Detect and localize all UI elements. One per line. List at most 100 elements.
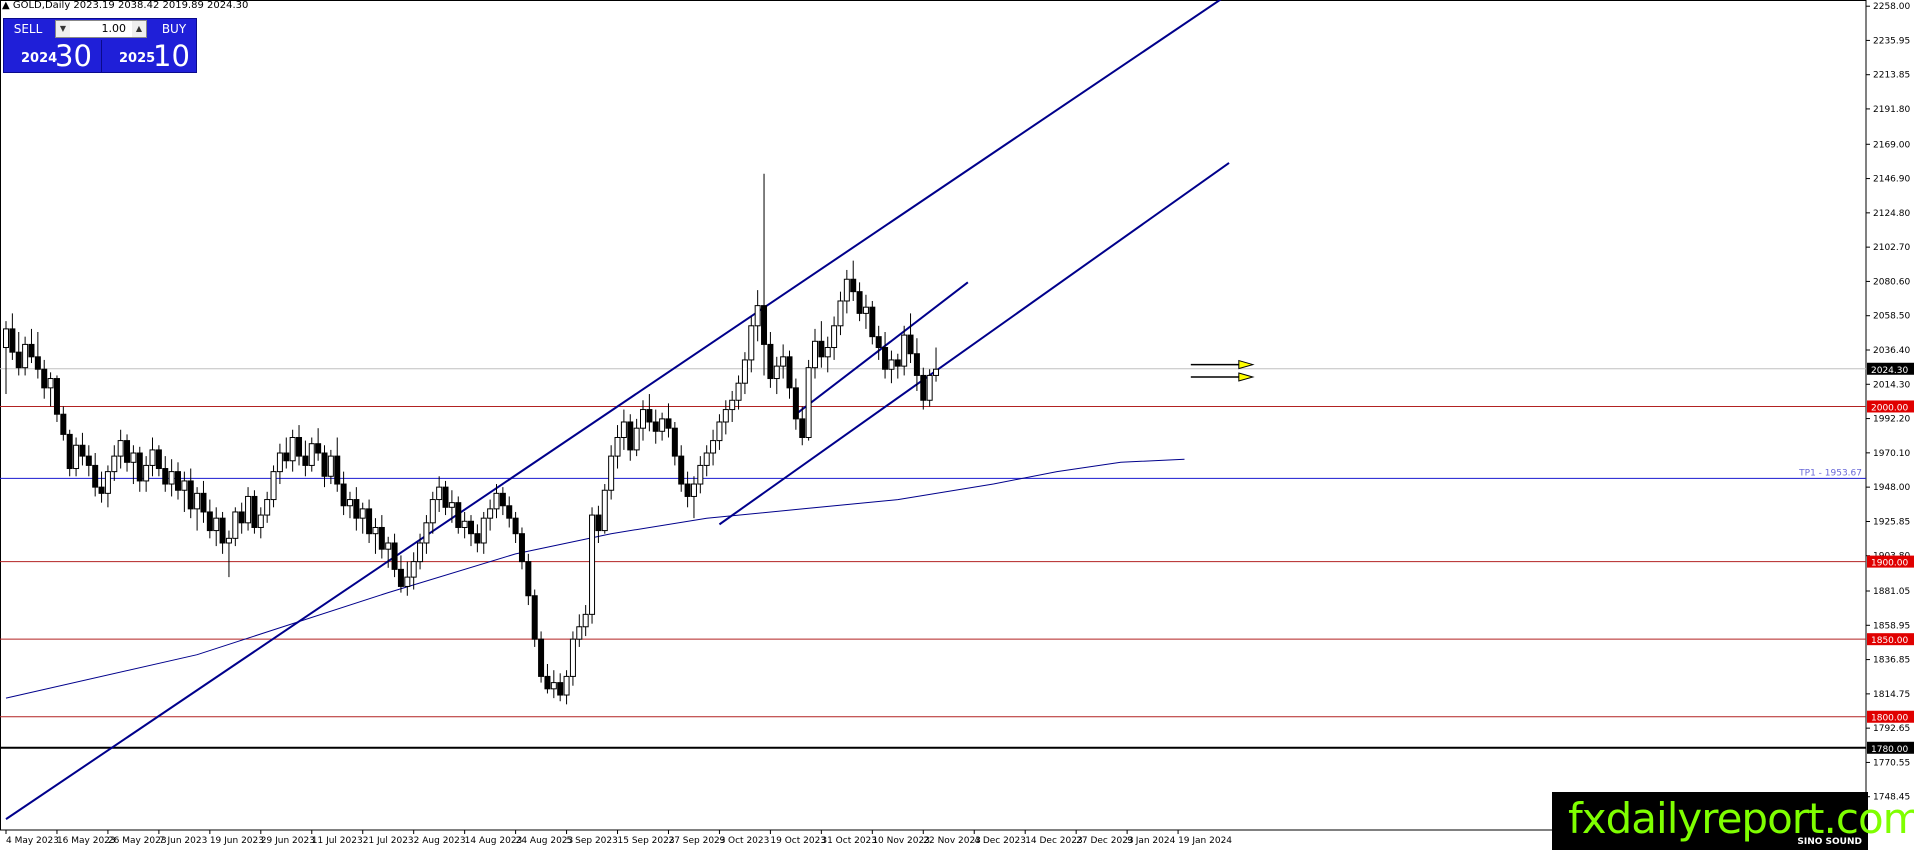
candle-body (538, 638, 545, 677)
candle-body (455, 502, 462, 528)
watermark-brand: fxdailyreport.com (1568, 794, 1914, 843)
candle-body (206, 511, 213, 532)
candle-body (869, 306, 876, 338)
candle-body (149, 449, 156, 466)
candle-body (487, 508, 494, 519)
candle-body (34, 356, 41, 370)
tp-level-label: TP1 - 1953.67 (1798, 468, 1862, 478)
sell-price[interactable]: 2024 30 (5, 40, 100, 72)
candle-body (499, 492, 506, 507)
candle-body (194, 492, 201, 510)
candle-body (225, 537, 232, 544)
candle-body (550, 682, 557, 690)
candle-body (181, 480, 188, 491)
y-tick-label: 2213.85 (1873, 71, 1910, 81)
one-click-trading-panel[interactable]: SELL ▼ 1.00 ▲ BUY 2024 30 2025 10 (3, 18, 197, 73)
lot-increase-icon[interactable]: ▲ (132, 21, 146, 37)
candle-body (754, 305, 761, 327)
candle-body (442, 486, 449, 508)
candle-body (417, 542, 424, 563)
y-tick-label: 2146.90 (1873, 175, 1910, 185)
candle-body (716, 421, 723, 442)
lot-size-value[interactable]: 1.00 (101, 22, 127, 35)
y-tick-label: 2102.70 (1873, 243, 1910, 253)
candle-body (512, 517, 519, 535)
candle-body (894, 359, 901, 367)
x-tick-label: 4 Dec 2023 (974, 836, 1026, 846)
candle-body (735, 382, 742, 401)
current-price-tag: 2024.30 (1871, 366, 1908, 376)
candle-body (627, 421, 634, 451)
y-tick-label: 2258.00 (1873, 2, 1910, 12)
candle-body (315, 443, 322, 454)
candle-body (729, 399, 736, 411)
candle-body (245, 495, 252, 524)
candle-body (85, 455, 92, 466)
y-tick-label: 1836.85 (1873, 656, 1910, 666)
candle-body (340, 483, 347, 507)
sell-price-small: 2024 (21, 51, 58, 66)
candle-body (875, 336, 882, 349)
trendline-1 (5, 0, 1222, 820)
candle-body (468, 520, 475, 535)
price-tag-bg (1867, 741, 1914, 754)
y-tick-label: 1792.65 (1873, 724, 1910, 734)
lot-size-stepper[interactable]: ▼ 1.00 ▲ (55, 20, 147, 38)
lot-decrease-icon[interactable]: ▼ (56, 21, 70, 37)
candle-body (238, 511, 245, 524)
candle-body (155, 449, 162, 470)
price-tag-label: 2000.00 (1871, 403, 1908, 413)
x-tick-label: 26 May 2023 (108, 836, 167, 846)
moving-average-line (5, 458, 1185, 699)
candle-body (850, 278, 857, 293)
candle-body (824, 347, 831, 358)
candle-body (831, 325, 838, 349)
candle-body (60, 413, 67, 435)
sell-button[interactable]: SELL (13, 22, 43, 36)
x-tick-label: 2 Aug 2023 (414, 836, 466, 846)
buy-price[interactable]: 2025 10 (103, 40, 198, 72)
price-tag-label: 1780.00 (1871, 745, 1908, 755)
y-tick-label: 2235.95 (1873, 36, 1910, 46)
y-tick-label: 2014.30 (1873, 380, 1910, 390)
candle-body (423, 522, 430, 544)
candle-body (659, 418, 666, 432)
candle-body (818, 340, 825, 358)
candle-body (767, 343, 774, 380)
candle-body (359, 508, 366, 519)
candle-body (111, 455, 118, 473)
price-tag-label: 1900.00 (1871, 559, 1908, 569)
x-tick-label: 15 Sep 2023 (618, 836, 675, 846)
x-tick-label: 9 Jan 2024 (1127, 836, 1175, 846)
candle-body (595, 514, 602, 532)
trendline-3 (795, 281, 969, 416)
candle-body (563, 675, 570, 696)
x-tick-label: 4 May 2023 (6, 836, 59, 846)
buy-button[interactable]: BUY (161, 22, 187, 36)
y-tick-label: 1925.85 (1873, 518, 1910, 528)
x-tick-label: 10 Nov 2023 (872, 836, 930, 846)
candle-body (926, 374, 933, 401)
y-tick-label: 1770.55 (1873, 758, 1910, 768)
candle-body (671, 427, 678, 457)
x-tick-label: 14 Dec 2023 (1025, 836, 1083, 846)
price-tag-bg (1867, 400, 1914, 413)
candle-body (901, 334, 908, 367)
candle-body (640, 409, 646, 429)
candle-body (843, 278, 850, 302)
candle-body (117, 440, 124, 457)
candle-body (187, 480, 194, 510)
y-tick-label: 2080.60 (1873, 277, 1910, 287)
candle-body (232, 511, 239, 539)
candle-body (722, 409, 729, 423)
candle-body (385, 542, 392, 550)
candle-body (251, 495, 258, 528)
price-tag-bg (1867, 710, 1914, 723)
candle-body (92, 464, 99, 488)
candle-body (633, 427, 640, 451)
candle-body (888, 359, 895, 370)
candle-body (162, 468, 169, 485)
candle-body (480, 517, 487, 544)
candle-body (646, 409, 653, 423)
